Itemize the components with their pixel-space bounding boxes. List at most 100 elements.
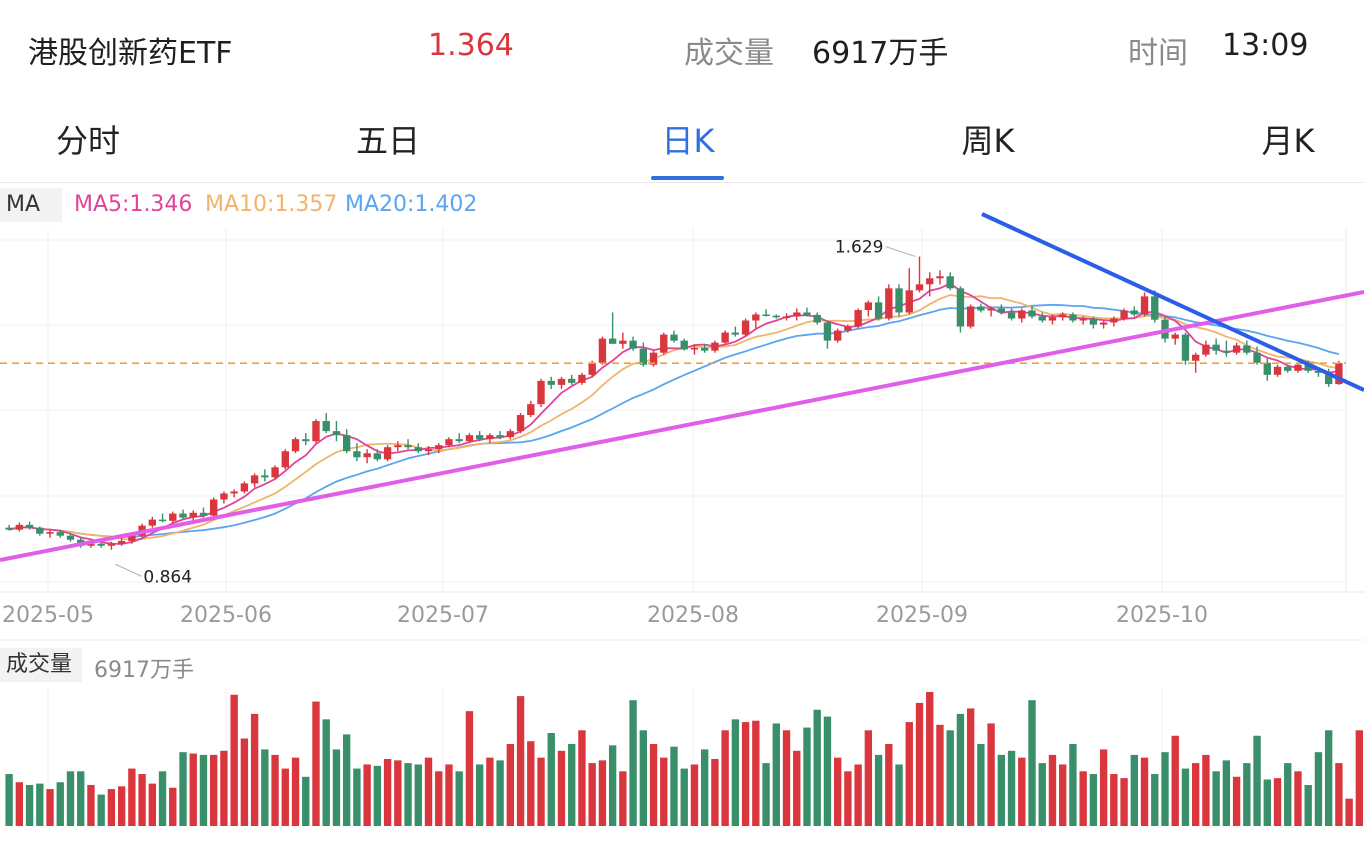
volume-bar [762, 763, 770, 826]
volume-bar [271, 754, 279, 826]
candle-body [516, 415, 525, 432]
volume-bar [997, 754, 1006, 826]
candle-body [250, 475, 259, 484]
candle-body [833, 330, 842, 341]
volume-bar [752, 720, 760, 826]
volume-bar [629, 700, 637, 826]
volume-bar [557, 750, 566, 826]
tab-monthly-k[interactable]: 月K [1261, 122, 1315, 160]
volume-bar [660, 757, 668, 826]
volume-bar [1273, 778, 1282, 826]
candle-body [588, 362, 596, 375]
candle-body [97, 543, 105, 546]
volume-bar [148, 783, 157, 826]
candle-body [475, 435, 484, 440]
candle-body [537, 380, 545, 405]
trendline-support [0, 290, 1364, 562]
candle-body [363, 453, 371, 458]
volume-bar [1191, 763, 1200, 826]
candle-body [557, 378, 566, 385]
candle-body [1243, 345, 1251, 353]
candle-body [864, 302, 873, 311]
volume-bar [977, 743, 985, 826]
candle-body [148, 519, 157, 526]
candle-body [762, 314, 770, 316]
candle-body [1232, 345, 1241, 353]
candle-body [1202, 344, 1210, 355]
volume-bar [1151, 774, 1159, 826]
volume-bar [291, 757, 300, 826]
volume-bar [404, 763, 412, 826]
candle-body [813, 314, 821, 323]
volume-bar [220, 750, 228, 826]
candle-body [547, 380, 555, 385]
candle-body [1294, 364, 1302, 371]
candle-body [486, 435, 494, 440]
volume-bar [230, 694, 238, 826]
volume-bar [322, 719, 330, 826]
volume-bar [179, 752, 187, 826]
volume-bar [1130, 754, 1138, 826]
volume-bar [895, 764, 903, 826]
candle-body [1335, 363, 1343, 385]
volume-bar [373, 765, 382, 826]
volume-bar [496, 760, 504, 826]
candle-body [1181, 334, 1190, 361]
candle-body [383, 447, 392, 460]
volume-bar [424, 757, 433, 826]
time-value: 13:09 [1222, 28, 1309, 63]
candle-body [1304, 364, 1312, 371]
candle-body [179, 513, 187, 518]
volume-bar [66, 771, 75, 826]
volume-indicator-button[interactable]: 成交量 [0, 648, 82, 682]
volume-bar [1171, 735, 1179, 826]
volume-bar [885, 743, 893, 826]
candle-body [793, 312, 801, 317]
volume-bar [936, 724, 944, 826]
candle-body [455, 439, 463, 442]
candle-body [128, 535, 136, 541]
volume-bar [782, 730, 791, 826]
active-tab-indicator [651, 176, 724, 180]
candle-body [496, 435, 504, 438]
candle-body [956, 288, 965, 327]
volume-bar [547, 733, 555, 826]
candle-body [506, 431, 515, 438]
candle-body [782, 316, 791, 318]
candle-body [1089, 318, 1098, 325]
tab-weekly-k[interactable]: 周K [961, 122, 1015, 160]
candle-body [977, 306, 985, 311]
candle-body [772, 315, 780, 318]
trendline-resistance [981, 212, 1364, 392]
volume-bar [741, 722, 750, 826]
candle-body [332, 431, 341, 436]
ma5-line [8, 282, 1340, 545]
volume-bar [1304, 784, 1312, 826]
volume-bar [864, 730, 873, 826]
volume-bar [240, 738, 249, 826]
tab-five-day[interactable]: 五日 [355, 122, 421, 160]
volume-bar [261, 749, 269, 826]
volume-bar [158, 771, 167, 826]
candle-body [107, 543, 116, 546]
volume-bar [97, 794, 105, 826]
ma-indicator-button[interactable]: MA [0, 188, 62, 222]
candle-body [1059, 314, 1067, 318]
candle-body [1314, 370, 1323, 373]
volume-bar [568, 743, 576, 826]
volume-bar [1202, 754, 1210, 826]
candle-body [608, 338, 617, 344]
volume-bar [731, 719, 740, 826]
volume-bar [701, 749, 709, 826]
volume-bar [250, 713, 259, 826]
volume-bar [823, 716, 832, 826]
x-tick-label: 2025-10 [1116, 603, 1208, 628]
candle-body [1048, 317, 1057, 321]
volume-bar [608, 745, 617, 826]
candle-body [342, 435, 351, 452]
tab-daily-k[interactable]: 日K [661, 122, 715, 160]
tab-intraday[interactable]: 分时 [55, 122, 121, 160]
volume-bar [77, 771, 85, 826]
time-label: 时间 [1128, 36, 1188, 71]
